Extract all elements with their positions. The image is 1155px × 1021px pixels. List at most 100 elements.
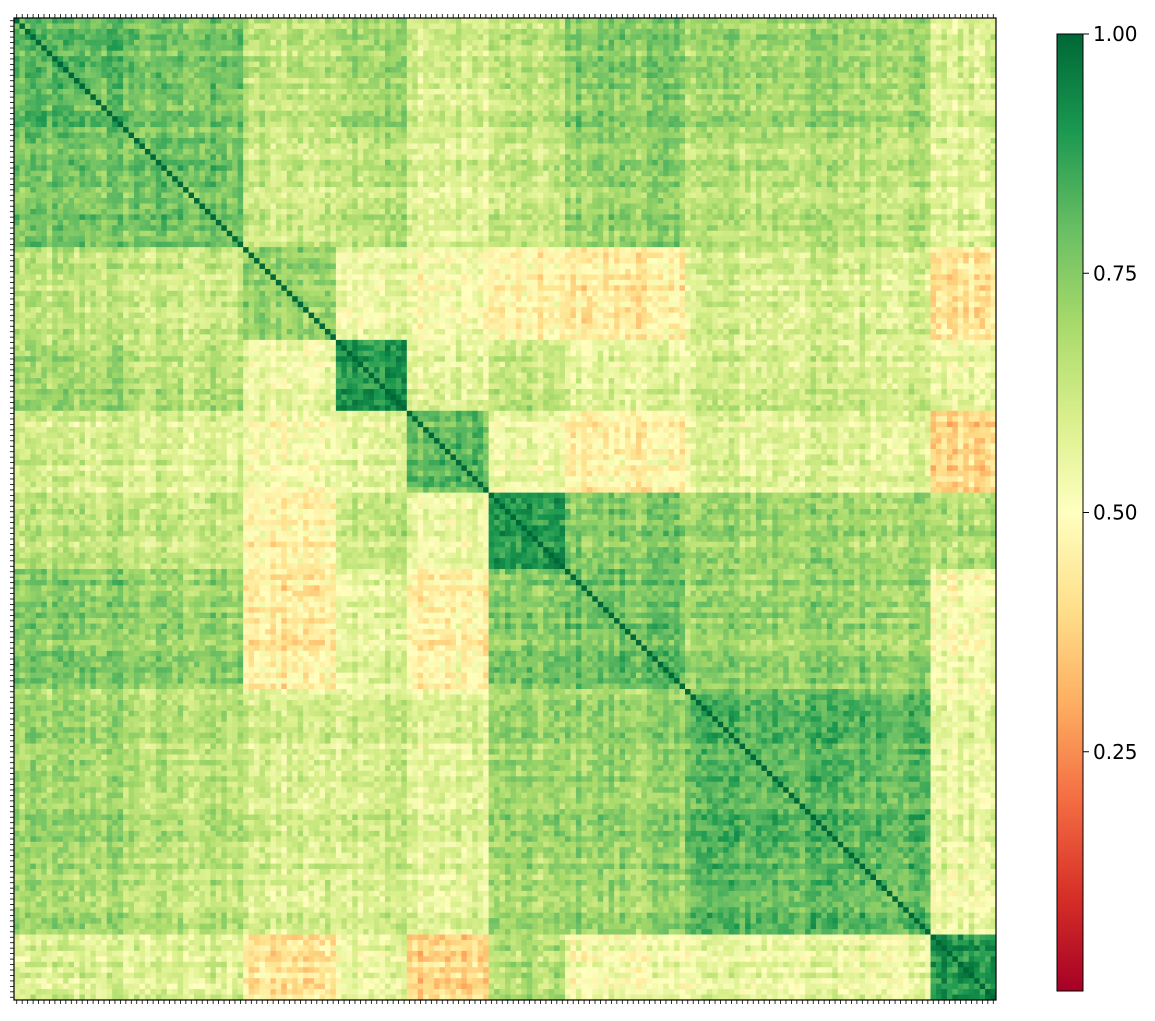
heatmap-cell <box>848 72 855 79</box>
heatmap-cell <box>515 56 522 62</box>
heatmap-cell <box>117 67 124 73</box>
heatmap-cell <box>330 132 337 139</box>
heatmap-cell <box>374 56 380 62</box>
heatmap-cell <box>155 99 162 106</box>
heatmap-cell <box>74 23 80 30</box>
heatmap-cell <box>30 148 37 155</box>
heatmap-cell <box>859 83 866 90</box>
heatmap-cell <box>559 105 566 112</box>
heatmap-cell <box>739 45 746 52</box>
heatmap-cell <box>881 61 888 68</box>
heatmap-cell <box>237 132 244 139</box>
heatmap-cell <box>777 99 784 106</box>
heatmap-cell <box>586 39 593 46</box>
heatmap-cell <box>352 83 359 90</box>
heatmap-cell <box>330 94 337 101</box>
heatmap-cell <box>886 39 893 46</box>
heatmap-cell <box>401 110 408 117</box>
heatmap-cell <box>957 154 964 161</box>
heatmap-cell <box>559 94 566 101</box>
heatmap-cell <box>608 143 615 150</box>
heatmap-cell <box>728 56 735 62</box>
heatmap-cell <box>903 88 910 95</box>
heatmap-cell <box>537 23 544 30</box>
heatmap-cell <box>848 105 855 112</box>
heatmap-cell <box>461 99 468 106</box>
heatmap-cell <box>112 99 119 106</box>
heatmap-cell <box>799 154 806 161</box>
heatmap-cell <box>952 148 959 155</box>
heatmap-cell <box>854 50 860 57</box>
heatmap-cell <box>554 154 560 161</box>
heatmap-cell <box>745 88 751 95</box>
heatmap-cell <box>292 116 299 123</box>
heatmap-cell <box>319 18 326 24</box>
heatmap-cell <box>483 110 489 117</box>
heatmap-cell <box>286 18 293 24</box>
heatmap-cell <box>232 154 239 161</box>
heatmap-cell <box>979 94 986 101</box>
heatmap-cell <box>128 165 135 172</box>
heatmap-cell <box>701 18 708 24</box>
heatmap-cell <box>543 110 549 117</box>
heatmap-cell <box>384 72 391 79</box>
heatmap-cell <box>352 99 359 106</box>
heatmap-cell <box>690 56 697 62</box>
heatmap-cell <box>101 148 108 155</box>
heatmap-cell <box>128 50 135 57</box>
heatmap-cell <box>434 148 440 155</box>
heatmap-cell <box>832 67 839 73</box>
heatmap-cell <box>832 61 839 68</box>
heatmap-cell <box>674 83 680 90</box>
heatmap-cell <box>701 110 708 117</box>
heatmap-cell <box>308 154 315 161</box>
heatmap-cell <box>745 154 751 161</box>
heatmap-cell <box>985 72 991 79</box>
heatmap-cell <box>41 67 48 73</box>
heatmap-cell <box>810 88 817 95</box>
heatmap-cell <box>57 159 64 166</box>
heatmap-cell <box>161 50 168 57</box>
heatmap-cell <box>739 138 746 144</box>
heatmap-cell <box>297 72 304 79</box>
heatmap-cell <box>865 23 871 30</box>
heatmap-cell <box>90 110 97 117</box>
heatmap-cell <box>630 88 637 95</box>
heatmap-cell <box>243 88 249 95</box>
heatmap-cell <box>706 159 713 166</box>
heatmap-cell <box>434 165 440 172</box>
heatmap-cell <box>79 56 86 62</box>
heatmap-cell <box>695 56 702 62</box>
heatmap-cell <box>128 121 135 128</box>
heatmap-cell <box>641 45 648 52</box>
heatmap-cell <box>90 39 97 46</box>
heatmap-cell <box>319 105 326 112</box>
heatmap-cell <box>237 61 244 68</box>
heatmap-cell <box>390 28 397 35</box>
heatmap-cell <box>166 50 173 57</box>
heatmap-cell <box>368 23 375 30</box>
heatmap-cell <box>292 56 299 62</box>
heatmap-cell <box>679 127 686 133</box>
heatmap-cell <box>406 116 413 123</box>
heatmap-cell <box>390 138 397 144</box>
heatmap-cell <box>324 34 331 41</box>
heatmap-cell <box>788 132 795 139</box>
heatmap-cell <box>270 88 277 95</box>
heatmap-cell <box>614 110 620 117</box>
heatmap-cell <box>68 50 75 57</box>
heatmap-cell <box>46 99 53 106</box>
heatmap-cell <box>832 127 839 133</box>
heatmap-cell <box>559 18 566 24</box>
heatmap-cell <box>750 23 757 30</box>
heatmap-cell <box>139 159 146 166</box>
heatmap-cell <box>134 105 140 112</box>
heatmap-cell <box>379 159 386 166</box>
heatmap-cell <box>466 94 473 101</box>
heatmap-cell <box>946 67 953 73</box>
heatmap-cell <box>592 132 599 139</box>
heatmap-cell <box>417 56 424 62</box>
heatmap-cell <box>919 83 926 90</box>
heatmap-cell <box>324 127 331 133</box>
heatmap-cell <box>668 39 675 46</box>
